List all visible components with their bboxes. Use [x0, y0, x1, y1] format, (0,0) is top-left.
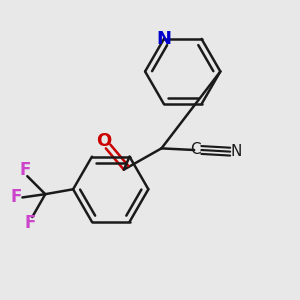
Text: C: C [190, 142, 201, 157]
Text: N: N [230, 144, 242, 159]
Text: F: F [11, 188, 22, 206]
Text: N: N [156, 30, 171, 48]
Text: F: F [25, 214, 36, 232]
Text: O: O [97, 132, 112, 150]
Text: F: F [20, 161, 32, 179]
